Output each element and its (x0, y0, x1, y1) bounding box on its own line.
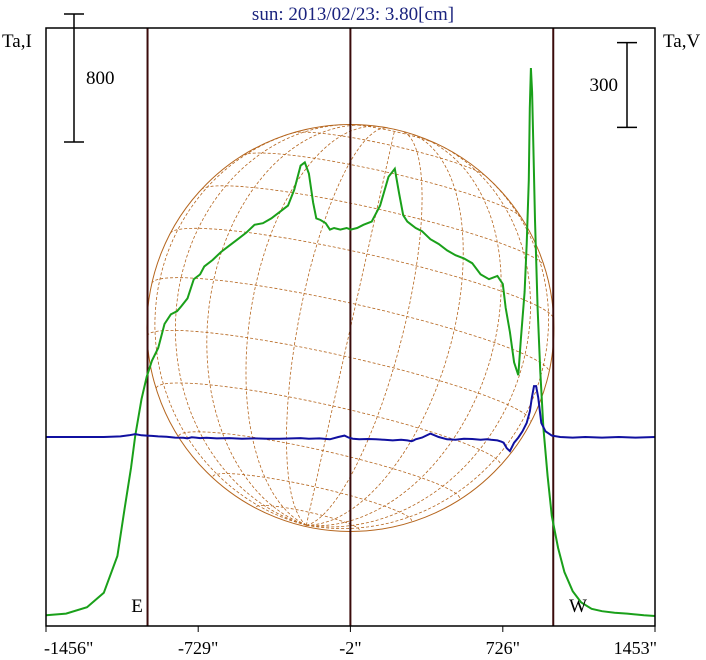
chart-title: sun: 2013/02/23: 3.80[cm] (252, 4, 454, 25)
west-limb-label: W (569, 596, 587, 617)
x-tick-label: 726" (486, 638, 520, 658)
longitude-line (306, 132, 464, 526)
latitude-line (348, 124, 440, 146)
longitude-line (306, 166, 549, 529)
left-scale-bar: 800 (64, 13, 115, 143)
intensity-curve (45, 67, 656, 617)
limb-and-center-markers (146, 28, 555, 626)
latitude-line (146, 330, 532, 422)
scale-bar-label: 300 (590, 75, 619, 96)
east-limb-label: E (131, 596, 143, 617)
right-scale-bar: 300 (590, 41, 637, 129)
latitude-line (212, 473, 412, 521)
x-tick-label: -729" (178, 638, 218, 658)
solar-disk (146, 124, 555, 532)
longitude-line (245, 125, 381, 526)
longitude-line (206, 124, 371, 526)
latitude-line (200, 185, 545, 267)
longitude-line (306, 130, 423, 526)
latitude-line (169, 227, 554, 320)
latitude-line (292, 131, 486, 177)
latitude-line (156, 382, 501, 466)
x-tick-label: -1456" (44, 638, 93, 658)
y-right-label: Ta,V (663, 31, 700, 52)
latitude-line (242, 152, 522, 218)
scale-bar-label: 800 (86, 68, 115, 89)
x-tick-label: 1453" (614, 638, 657, 658)
polarization-curve (46, 385, 656, 453)
longitude-line (286, 127, 388, 526)
plot-frame (45, 27, 656, 627)
x-axis-ticks: -1456" -729" -2" 726" 1453" (44, 626, 657, 658)
heliographic-grid (146, 124, 554, 530)
longitude-line (154, 128, 307, 526)
x-tick-label: -2" (339, 638, 361, 658)
y-left-label: Ta,I (2, 31, 32, 52)
longitude-line (174, 124, 353, 526)
chart-labels: sun: 2013/02/23: 3.80[cm] Ta,I Ta,V E W (2, 4, 700, 617)
longitude-line (306, 136, 502, 527)
longitude-line (305, 129, 396, 526)
longitude-line (306, 142, 531, 528)
